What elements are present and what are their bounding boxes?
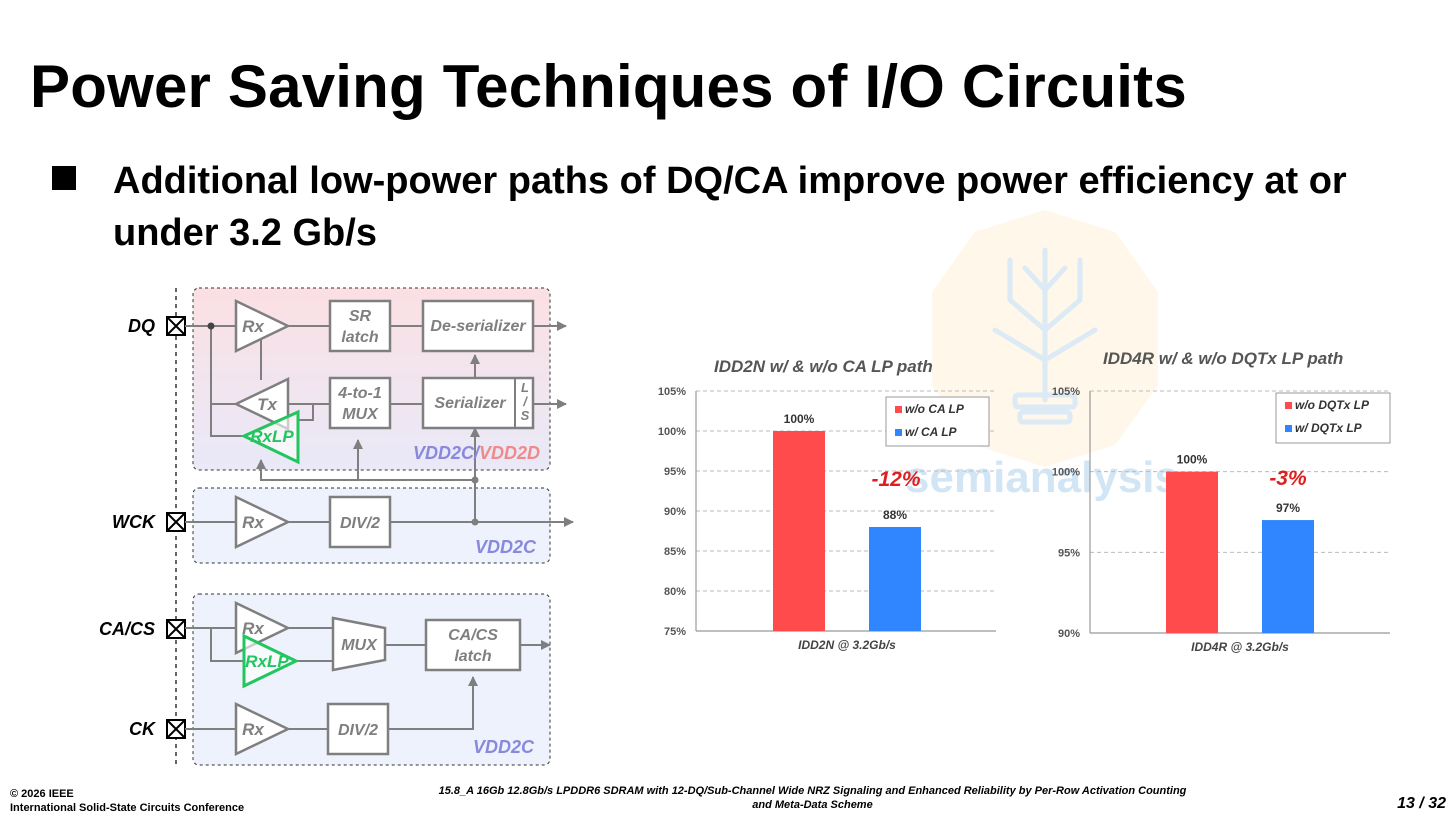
page-number: 13 / 32 (1397, 795, 1446, 812)
svg-text:VDD2C/VDD2D: VDD2C/VDD2D (413, 443, 540, 463)
bullet-marker (52, 166, 76, 190)
pin-label-ck: CK (129, 719, 157, 739)
chart1-legend-box (885, 396, 990, 447)
wck-div2: DIV/2 (328, 495, 392, 549)
bullet-text: Additional low-power paths of DQ/CA impr… (113, 160, 1347, 254)
svg-text:latch: latch (341, 329, 379, 346)
footer-paper-title: 15.8_A 16Gb 12.8Gb/s LPDDR6 SDRAM with 1… (370, 784, 1255, 812)
svg-text:SR: SR (349, 308, 372, 325)
chart1-category-label: IDD2N @ 3.2Gb/s (798, 638, 896, 652)
circuit-wires (185, 321, 574, 730)
chart2-data-label: 100% (1177, 453, 1208, 467)
chart1-bar-without-lp (773, 431, 825, 631)
svg-text:Rx: Rx (242, 317, 265, 336)
chart1-ytick-label: 75% (664, 626, 686, 638)
svg-text:Tx: Tx (257, 395, 278, 414)
chart1-ytick-label: 90% (664, 506, 686, 518)
slide-title: Power Saving Techniques of I/O Circuits (30, 53, 1187, 120)
svg-text:MUX: MUX (342, 406, 379, 423)
ca-domain-label: VDD2C (473, 737, 535, 757)
svg-text:CA/CS: CA/CS (448, 627, 498, 644)
copyright-text: © 2026 IEEE (10, 788, 74, 800)
svg-text:RxLP: RxLP (250, 427, 294, 446)
vdd2c-label: VDD2C (413, 443, 475, 463)
chart1-bar-with-lp (869, 527, 921, 631)
level-shifter-label: L (521, 380, 529, 395)
vdd2d-label: VDD2D (479, 443, 540, 463)
chart2-ytick-label: 100% (1052, 467, 1080, 479)
ca-cs-latch: CA/CS latch (424, 618, 522, 672)
dq-rxlp-buffer: RxLP (240, 409, 300, 465)
wck-junction-dot (471, 518, 479, 526)
pin-label-wck: WCK (112, 512, 157, 532)
chart1-ytick-label: 85% (664, 546, 686, 558)
chart1-data-label: 88% (883, 508, 907, 522)
chart2-category-label: IDD4R @ 3.2Gb/s (1191, 640, 1289, 654)
ck-div2: DIV/2 (326, 702, 390, 756)
svg-text:MUX: MUX (341, 637, 378, 654)
pin-label-cacs: CA/CS (99, 619, 155, 639)
svg-text:Rx: Rx (242, 513, 265, 532)
svg-text:S: S (521, 408, 530, 423)
svg-text:DIV/2: DIV/2 (340, 515, 380, 532)
dq-4to1-mux: 4-to-1 MUX (328, 376, 392, 430)
dq-deserializer: De-serializer (421, 299, 535, 353)
chart1-legend-label: w/ CA LP (905, 425, 958, 439)
svg-text:DIV/2: DIV/2 (338, 722, 378, 739)
conference-name: International Solid-State Circuits Confe… (10, 802, 245, 814)
chart1-ytick-label: 95% (664, 466, 686, 478)
dq-tx-driver: Tx (233, 377, 290, 431)
chart1-title: IDD2N w/ & w/o CA LP path (714, 357, 933, 376)
chart2-bar-without-lp (1166, 471, 1218, 633)
chart1-ytick-label: 100% (658, 426, 686, 438)
chart2-reduction-annotation: -3% (1269, 467, 1307, 490)
svg-text:De-serializer: De-serializer (430, 318, 526, 335)
chart1-legend-swatch (895, 406, 902, 413)
chart2-legend-label: w/ DQTx LP (1295, 421, 1363, 435)
dq-sr-latch: SR latch (328, 299, 392, 353)
footer-left: © 2026 IEEE International Solid-State Ci… (10, 787, 244, 815)
ca-rxlp-buffer: RxLP (242, 633, 300, 689)
chart2-bar-with-lp (1262, 520, 1314, 633)
svg-text:Serializer: Serializer (434, 395, 506, 412)
wck-pad-icon (166, 512, 186, 532)
dq-domain-label: VDD2C/VDD2D (413, 443, 540, 463)
svg-text:/: / (522, 394, 528, 409)
chart1-legend-swatch (895, 429, 902, 436)
clock-junction-dot (471, 476, 479, 484)
ck-rx-buffer: Rx (234, 702, 291, 756)
svg-text:RxLP: RxLP (245, 652, 289, 671)
paper-title-line1: 15.8_A 16Gb 12.8Gb/s LPDDR6 SDRAM with 1… (438, 785, 1187, 797)
chart1-data-label: 100% (784, 412, 815, 426)
svg-text:latch: latch (454, 648, 492, 665)
chart1-reduction-annotation: -12% (871, 468, 920, 491)
wck-rx-buffer: Rx (234, 495, 291, 549)
chart1-ytick-label: 80% (664, 586, 686, 598)
dq-rx-buffer: Rx (234, 299, 291, 353)
watermark-tree-icon (992, 247, 1098, 425)
dq-serializer: Serializer L / S (421, 376, 535, 430)
chart2-data-label: 97% (1276, 501, 1300, 515)
watermark-text: semianalysis (905, 453, 1179, 502)
chart2-ytick-label: 90% (1058, 628, 1080, 640)
svg-text:Rx: Rx (242, 619, 265, 638)
wck-domain-label: VDD2C (475, 537, 537, 557)
chart2-ytick-label: 95% (1058, 547, 1080, 559)
svg-text:4-to-1: 4-to-1 (337, 385, 382, 402)
chart2-ytick-label: 105% (1052, 386, 1080, 398)
ca-mux: MUX (331, 616, 387, 672)
chart2-legend-label: w/o DQTx LP (1295, 398, 1370, 412)
dq-junction-dot (207, 322, 215, 330)
chart1-legend-label: w/o CA LP (905, 402, 965, 416)
chart2-legend-box (1275, 392, 1391, 444)
chart2-legend-swatch (1285, 425, 1292, 432)
pin-label-dq: DQ (128, 316, 155, 336)
chart2-legend-swatch (1285, 402, 1292, 409)
paper-title-line2: and Meta-Data Scheme (752, 799, 873, 811)
svg-text:Rx: Rx (242, 720, 265, 739)
chart2-title: IDD4R w/ & w/o DQTx LP path (1103, 349, 1343, 368)
chart1-ytick-label: 105% (658, 386, 686, 398)
